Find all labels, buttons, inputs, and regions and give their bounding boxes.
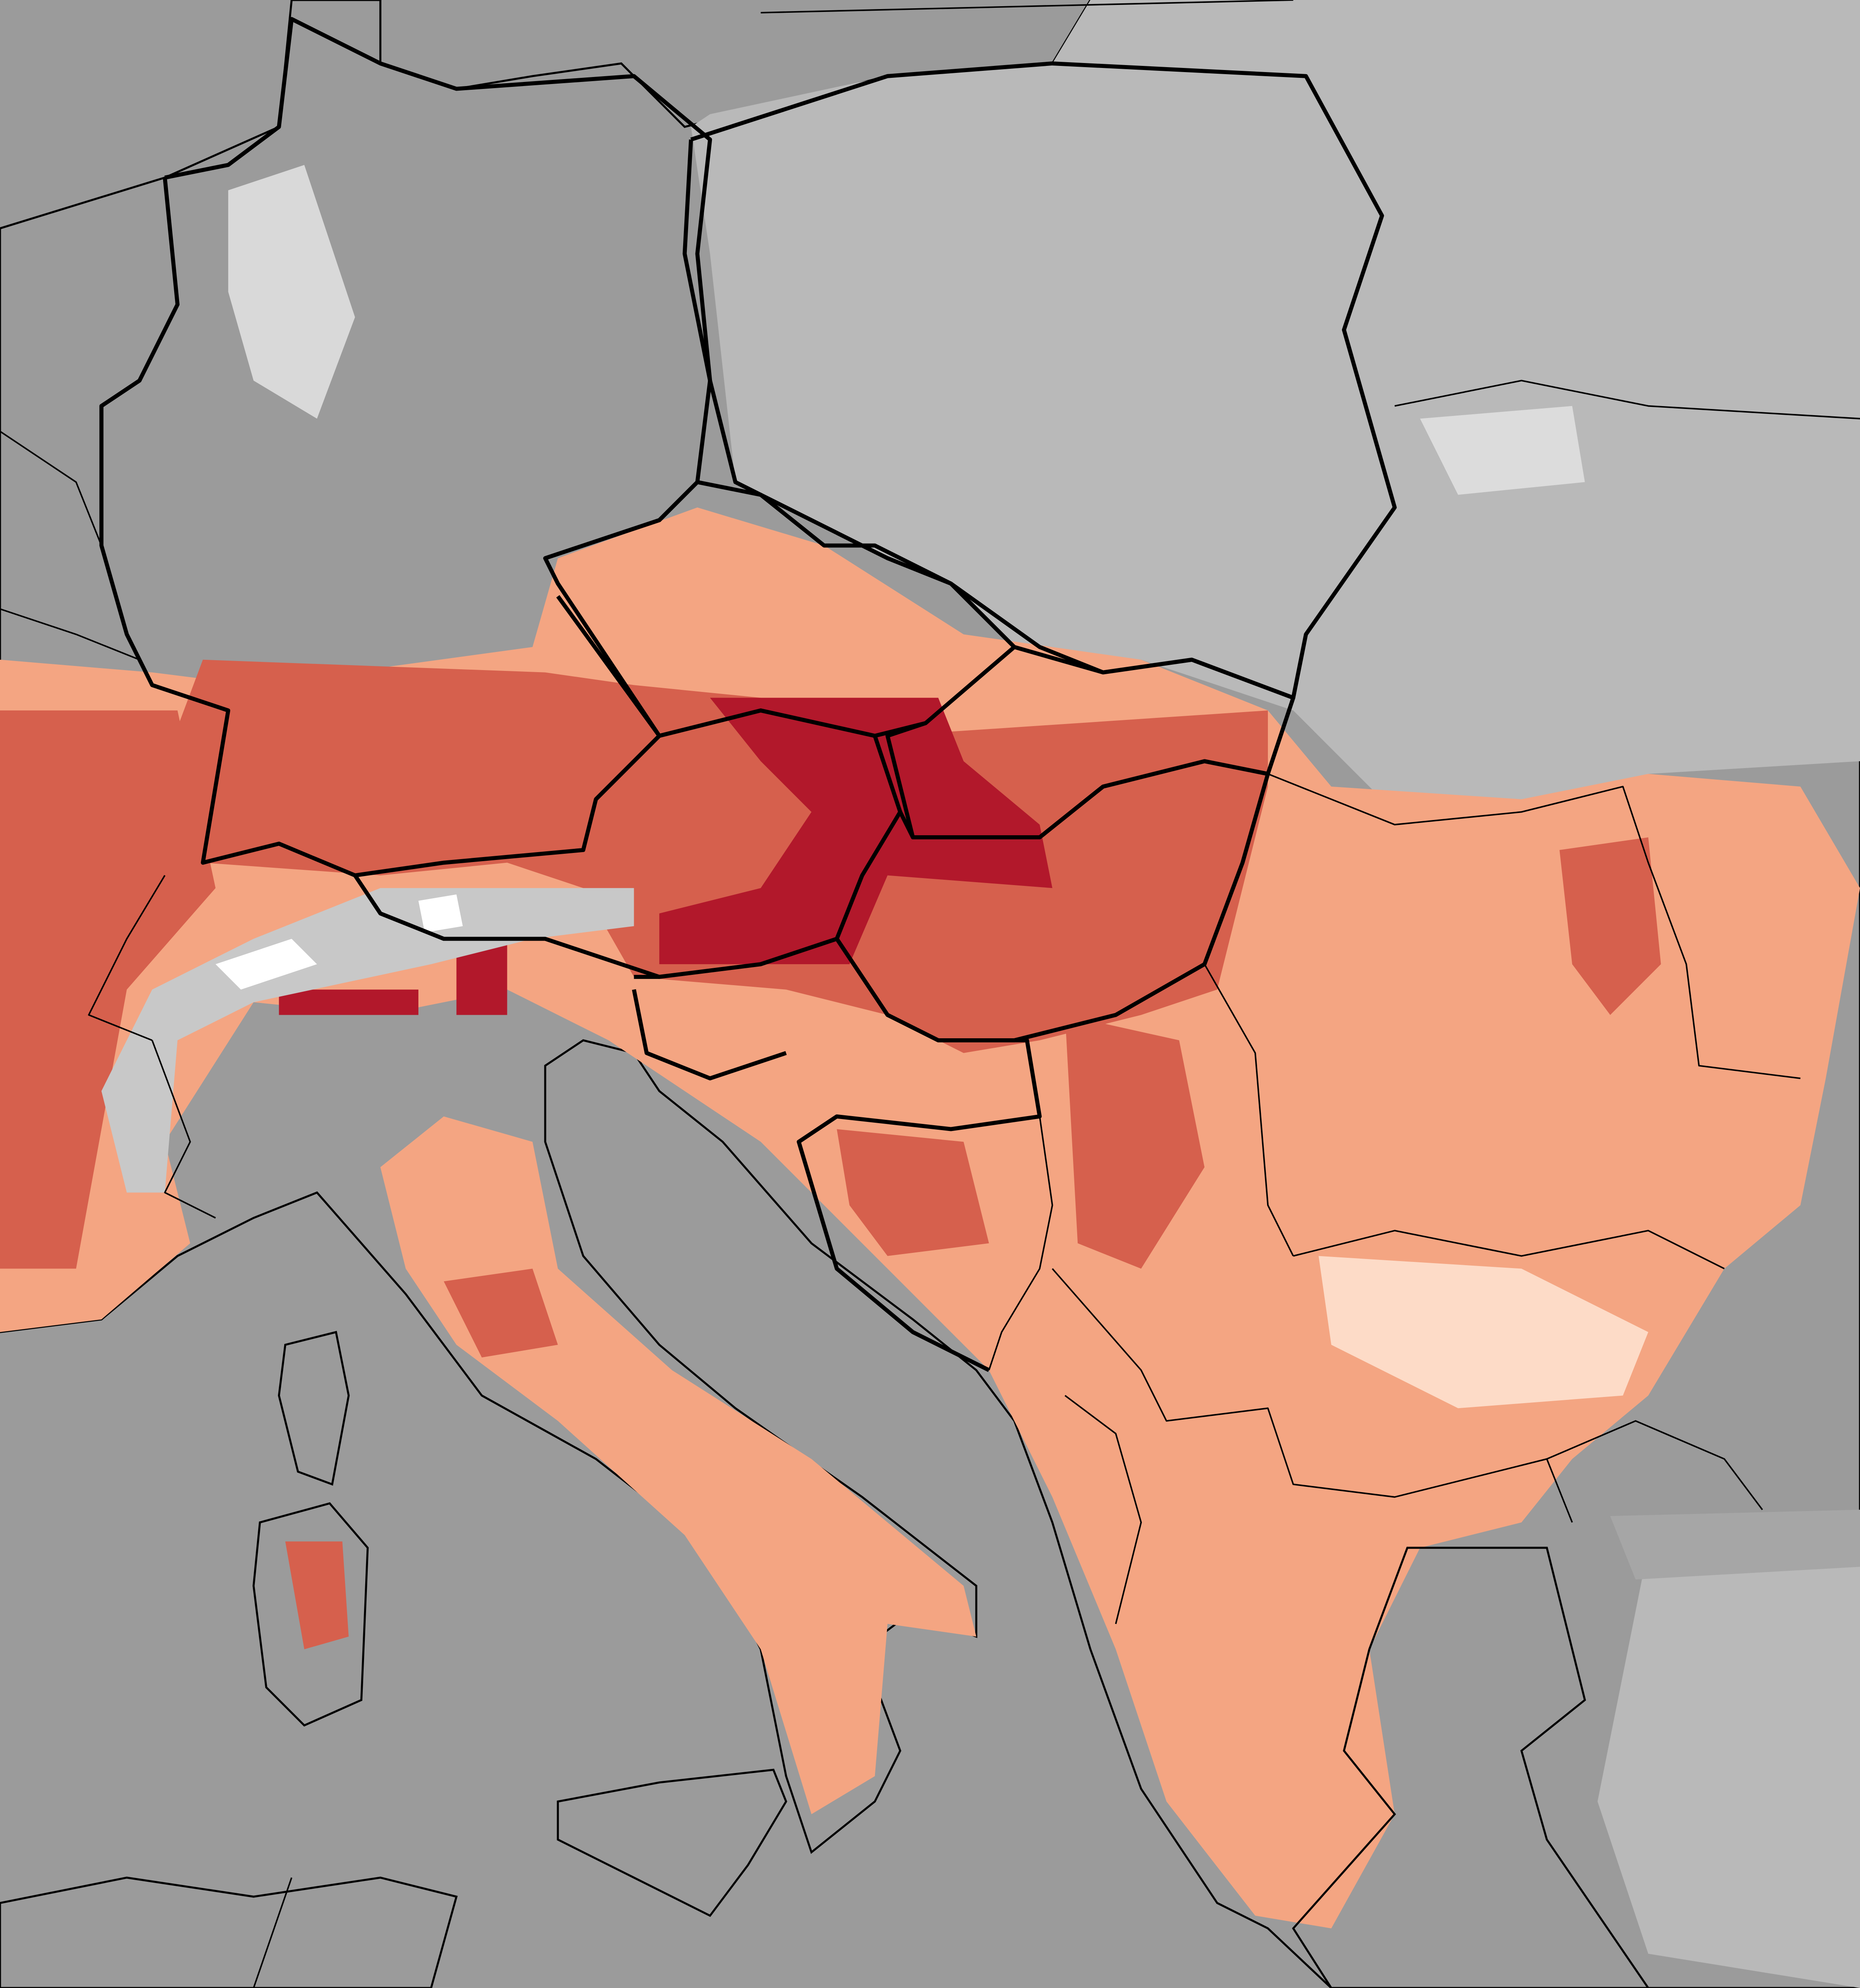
heat-high (837, 1129, 989, 1256)
sea (1610, 1509, 1860, 1580)
border (1394, 380, 1860, 420)
land-no-data (691, 0, 1860, 825)
heat-high (1559, 837, 1661, 1015)
island (252, 1502, 369, 1727)
heat-high (0, 710, 216, 1269)
heat-high (285, 1541, 349, 1649)
land-no-data (1597, 1522, 1860, 1988)
heat-extreme (279, 989, 419, 1015)
border (632, 989, 787, 1081)
border (88, 875, 166, 1041)
land (0, 1876, 458, 1988)
border (0, 608, 140, 661)
heat-high (165, 659, 1268, 1053)
border (1204, 964, 1294, 1257)
border (988, 1116, 1053, 1371)
land-no-data (228, 165, 355, 419)
sea (1292, 1546, 1650, 1988)
snow (418, 894, 463, 933)
border (1052, 1268, 1573, 1523)
border (1293, 1230, 1725, 1270)
heat-high (443, 1268, 558, 1358)
border (253, 1877, 292, 1988)
island (278, 1331, 350, 1486)
island (557, 1768, 787, 1917)
heat-low (1319, 1256, 1648, 1409)
border (0, 430, 103, 546)
border (1546, 1420, 1763, 1510)
border (761, 0, 1293, 14)
border (634, 937, 1042, 1372)
border (1064, 1395, 1142, 1624)
heat-high (1065, 1015, 1205, 1269)
heat-extreme (659, 698, 1053, 965)
heat-extreme (456, 939, 507, 1015)
land-no-data (1420, 406, 1585, 495)
border (151, 1040, 216, 1219)
snow (215, 939, 317, 990)
border (1267, 773, 1801, 1079)
